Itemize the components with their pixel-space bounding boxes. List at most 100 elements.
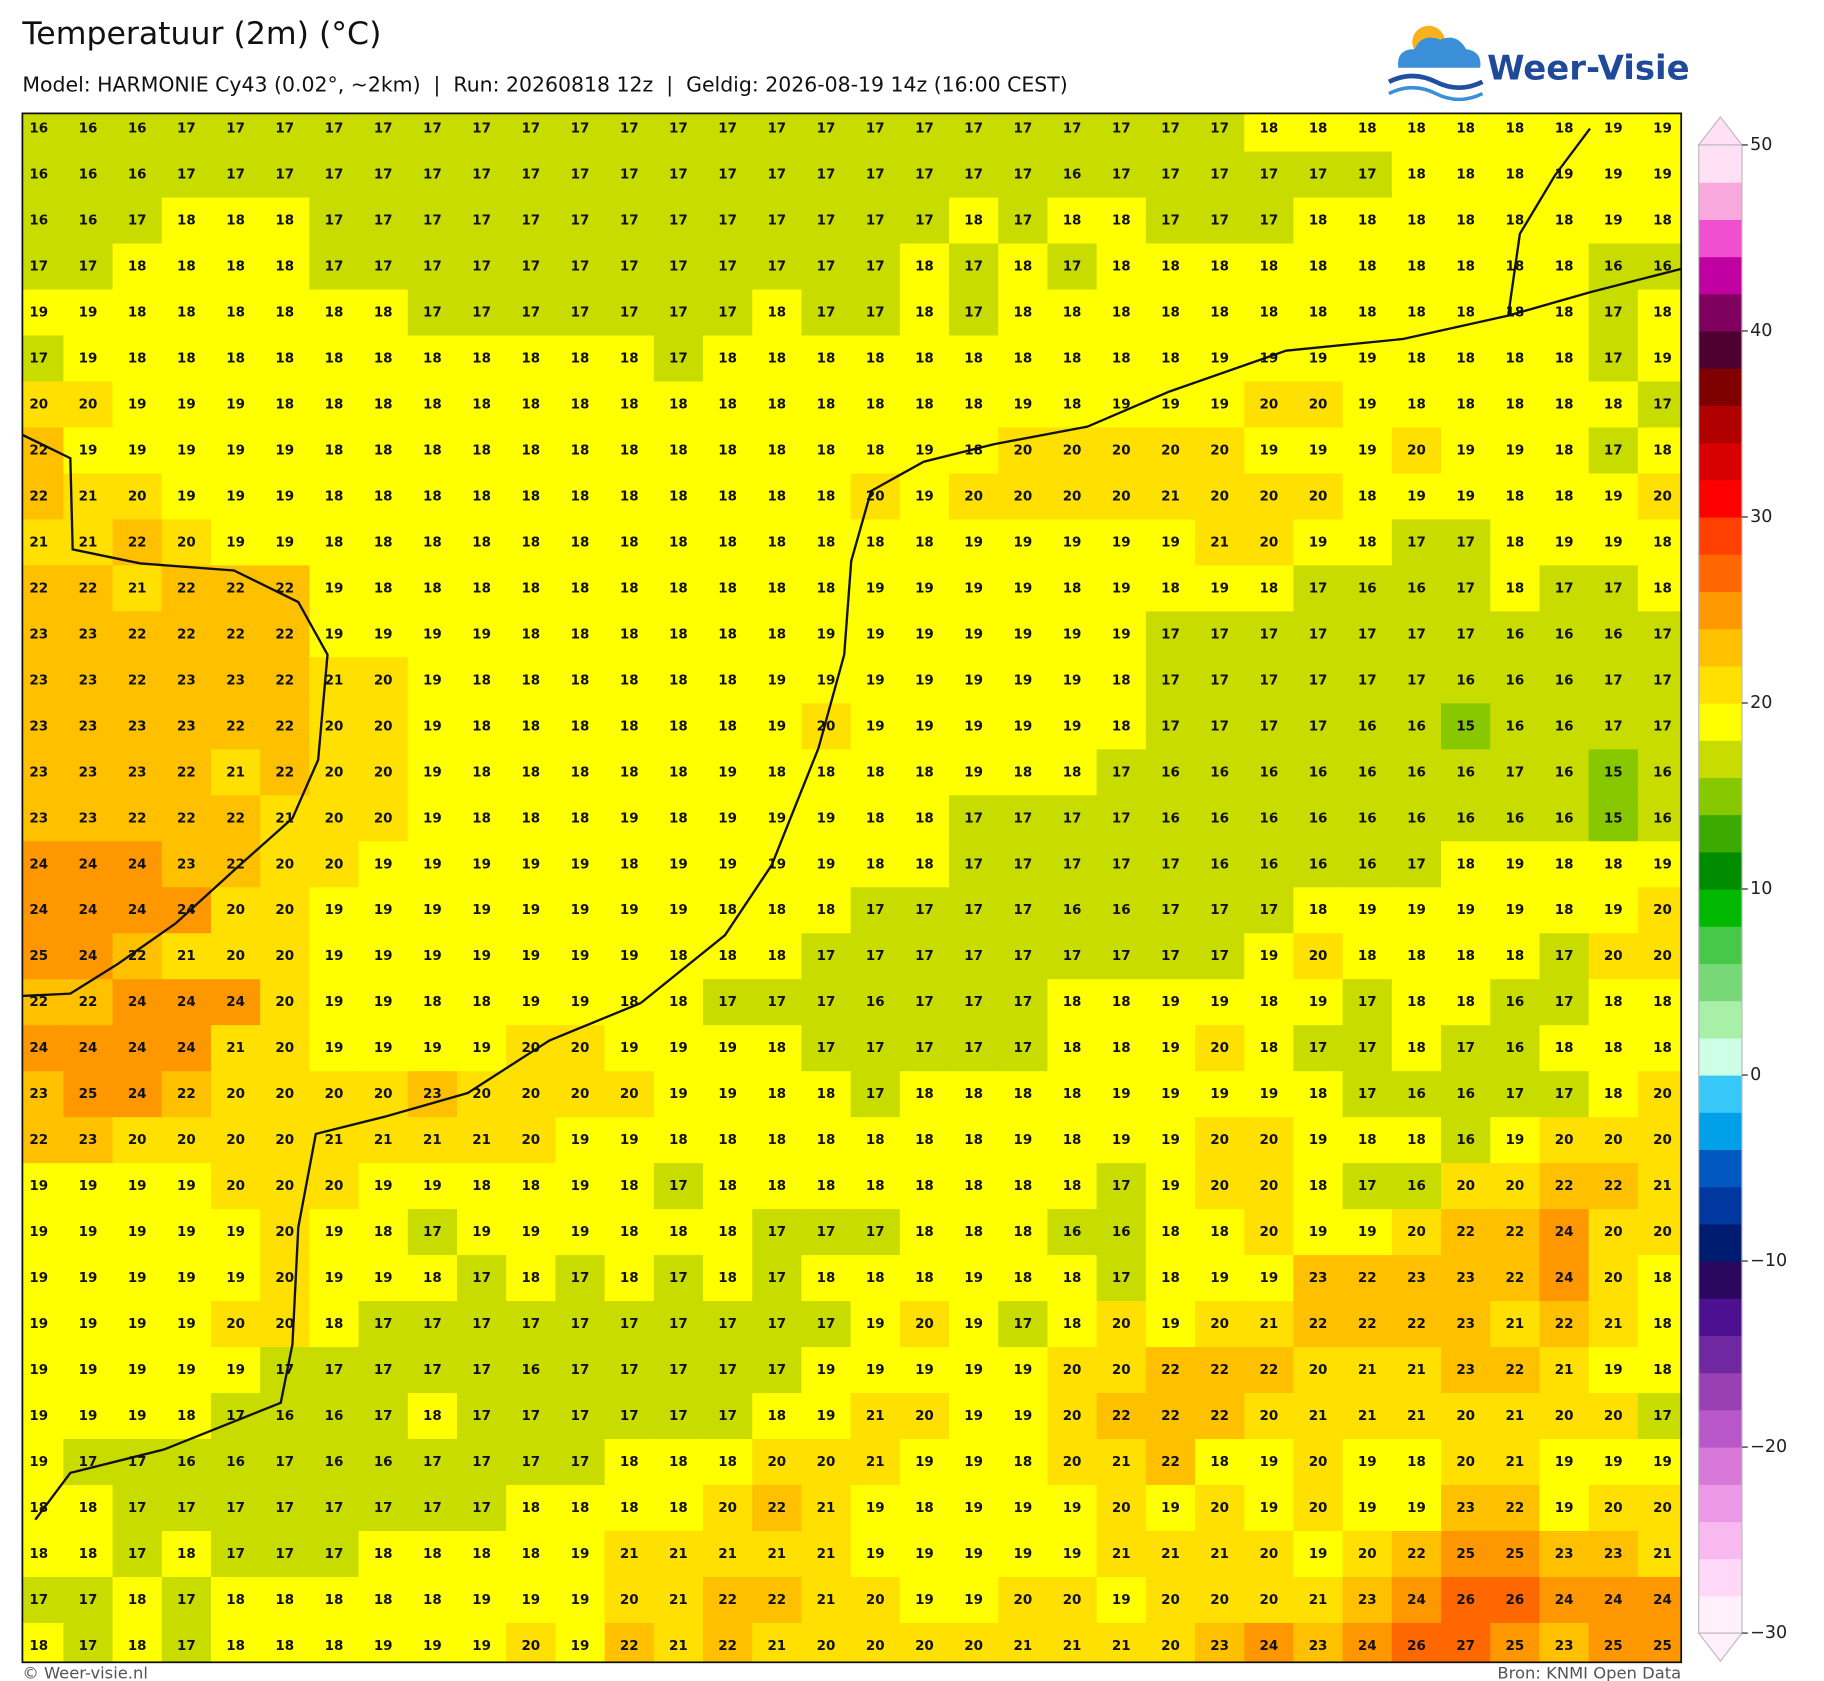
- temperature-cell: [752, 611, 803, 659]
- temperature-label: 18: [718, 627, 737, 642]
- temperature-label: 24: [128, 1087, 147, 1102]
- colorbar-band: [1698, 219, 1742, 258]
- temperature-cell: [1047, 197, 1098, 245]
- temperature-cell: [1244, 519, 1295, 567]
- temperature-cell: [801, 197, 852, 245]
- temperature-label: 18: [1407, 949, 1426, 964]
- temperature-cell: [899, 197, 950, 245]
- temperature-label: 19: [29, 1409, 48, 1424]
- temperature-cell: [1588, 565, 1639, 613]
- temperature-label: 17: [1210, 719, 1229, 734]
- temperature-label: 17: [1063, 122, 1082, 137]
- temperature-cell: [260, 841, 311, 888]
- temperature-cell: [555, 1071, 606, 1118]
- temperature-cell: [1293, 1163, 1344, 1210]
- temperature-cell: [555, 1117, 606, 1164]
- temperature-cell: [22, 933, 65, 980]
- temperature-label: 16: [1555, 627, 1574, 642]
- temperature-cell: [210, 887, 261, 934]
- temperature-label: 19: [1407, 489, 1426, 504]
- temperature-cell: [703, 611, 753, 659]
- temperature-cell: [1293, 611, 1344, 659]
- temperature-cell: [309, 243, 360, 291]
- temperature-cell: [1047, 933, 1098, 980]
- temperature-cell: [801, 887, 852, 934]
- colorbar-tick-label: 30: [1750, 507, 1772, 527]
- temperature-cell: [358, 197, 409, 245]
- temperature-label: 20: [521, 1041, 540, 1056]
- temperature-cell: [949, 197, 999, 245]
- temperature-label: 17: [1653, 397, 1672, 412]
- temperature-label: 17: [817, 168, 836, 183]
- temperature-label: 17: [718, 214, 737, 229]
- temperature-label: 18: [1063, 306, 1082, 321]
- temperature-label: 17: [964, 260, 983, 275]
- temperature-label: 18: [866, 765, 885, 780]
- temperature-cell: [407, 335, 458, 383]
- temperature-cell: [506, 565, 557, 613]
- temperature-label: 22: [177, 627, 196, 642]
- temperature-cell: [703, 427, 753, 475]
- temperature-label: 20: [1260, 1593, 1279, 1608]
- temperature-label: 17: [374, 214, 393, 229]
- temperature-cell: [1244, 1025, 1295, 1072]
- colorbar-tick-label: 0: [1750, 1065, 1761, 1085]
- temperature-label: 19: [1309, 1547, 1328, 1562]
- temperature-cell: [1047, 427, 1098, 475]
- temperature-cell: [604, 381, 655, 429]
- temperature-cell: [1342, 289, 1393, 337]
- temperature-cell: [1293, 113, 1344, 153]
- colorbar-band: [1698, 1261, 1742, 1299]
- temperature-label: 17: [325, 122, 344, 137]
- temperature-label: 18: [1063, 581, 1082, 596]
- temperature-label: 22: [1260, 1363, 1279, 1378]
- temperature-label: 17: [620, 122, 639, 137]
- temperature-label: 18: [669, 673, 688, 688]
- temperature-label: 24: [1604, 1593, 1623, 1608]
- temperature-cell: [1195, 841, 1245, 888]
- temperature-cell: [506, 473, 557, 521]
- temperature-cell: [161, 243, 212, 291]
- temperature-cell: [260, 381, 311, 429]
- temperature-cell: [1391, 427, 1442, 475]
- temperature-label: 16: [1309, 857, 1328, 872]
- temperature-cell: [1441, 795, 1491, 842]
- temperature-label: 17: [325, 1501, 344, 1516]
- temperature-label: 16: [1161, 765, 1180, 780]
- temperature-label: 18: [1456, 995, 1475, 1010]
- temperature-label: 20: [915, 1409, 934, 1424]
- temperature-cell: [112, 611, 163, 659]
- temperature-label: 20: [128, 489, 147, 504]
- temperature-label: 24: [29, 1041, 48, 1056]
- temperature-cell: [1342, 519, 1393, 567]
- temperature-cell: [260, 703, 311, 751]
- temperature-label: 24: [79, 1041, 98, 1056]
- temperature-cell: [63, 243, 114, 291]
- colorbar-extend-bottom: [1697, 1632, 1744, 1663]
- temperature-label: 18: [866, 857, 885, 872]
- temperature-label: 18: [1407, 306, 1426, 321]
- temperature-label: 23: [79, 627, 98, 642]
- temperature-cell: [752, 113, 803, 153]
- temperature-label: 19: [1112, 581, 1131, 596]
- temperature-label: 17: [79, 1593, 98, 1608]
- temperature-label: 20: [521, 1087, 540, 1102]
- temperature-cell: [1490, 151, 1541, 199]
- colorbar-band: [1698, 442, 1742, 481]
- temperature-cell: [1293, 197, 1344, 245]
- temperature-cell: [899, 703, 950, 751]
- temperature-label: 17: [472, 122, 491, 137]
- temperature-label: 18: [718, 1225, 737, 1240]
- temperature-cell: [1588, 1163, 1639, 1210]
- temperature-label: 18: [620, 443, 639, 458]
- colorbar-band: [1698, 368, 1742, 406]
- temperature-label: 19: [1604, 1455, 1623, 1470]
- temperature-label: 20: [1210, 1133, 1229, 1148]
- temperature-cell: [850, 113, 901, 153]
- temperature-label: 18: [521, 535, 540, 550]
- temperature-label: 21: [669, 1639, 688, 1654]
- temperature-label: 17: [1456, 581, 1475, 596]
- temperature-cell: [407, 887, 458, 934]
- temperature-cell: [456, 243, 507, 291]
- temperature-label: 19: [915, 581, 934, 596]
